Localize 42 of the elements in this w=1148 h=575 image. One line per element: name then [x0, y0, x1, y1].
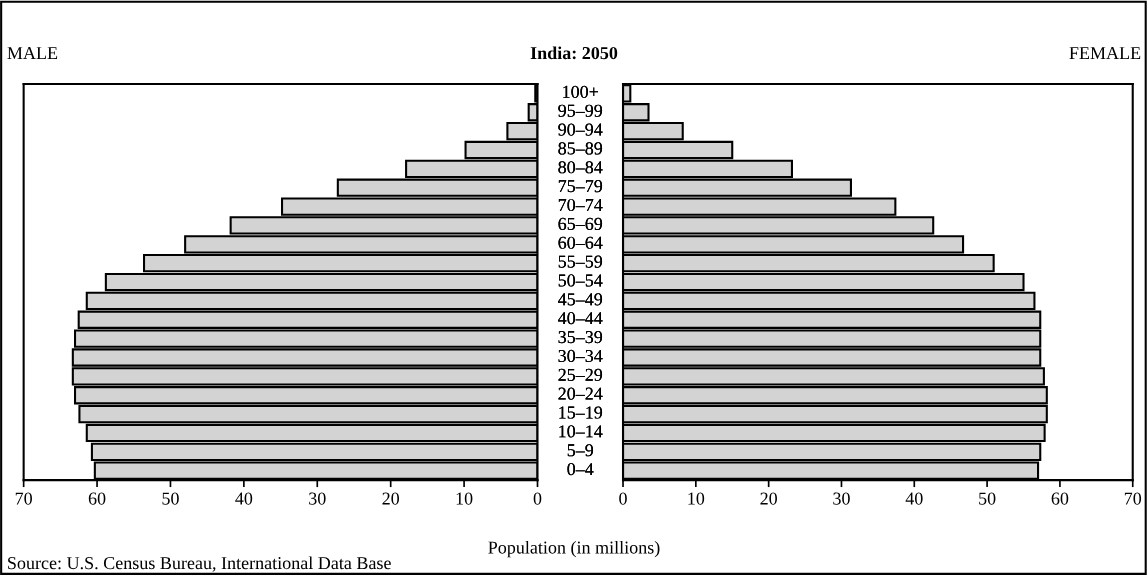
text: FEMALE	[1069, 47, 1141, 59]
y-tick-label: 10–14	[559, 425, 603, 438]
x-tick-label: 10	[456, 492, 473, 505]
x-axis-title: Population (in millions)	[488, 540, 660, 558]
x-tick-label: 60	[1051, 492, 1069, 505]
y-tick-label: 90–94	[558, 123, 603, 136]
y-tick-label: 0–4	[567, 463, 594, 476]
y-tick-label: 45–49	[558, 293, 603, 306]
y-tick-label: 100+	[563, 85, 599, 98]
y-tick-label: 50–54	[558, 274, 603, 287]
x-tick-label: 70	[15, 492, 32, 505]
x-tick-label: 60	[88, 492, 106, 505]
y-tick-label: 35–39	[558, 331, 603, 344]
x-tick-label: 50	[162, 492, 179, 505]
source-note: Source: U.S. Census Bureau, International Data Base	[8, 556, 391, 572]
y-tick-label: 75–79	[558, 180, 603, 193]
x-tick-label: 30	[833, 492, 850, 505]
y-tick-label: 95–99	[558, 104, 603, 117]
y-tick-label: 25–29	[558, 368, 603, 381]
x-tick-label: 50	[979, 492, 996, 505]
y-tick-label: 65–69	[558, 217, 603, 230]
y-tick-label: 20–24	[558, 387, 603, 400]
y-tick-label: 55–59	[558, 255, 603, 268]
y-tick-label: 70–74	[558, 198, 603, 212]
x-tick-label: 40	[235, 492, 253, 505]
x-tick-label: 70	[1124, 492, 1142, 505]
x-tick-label: 10	[688, 492, 705, 505]
y-tick-label: 60–64	[558, 236, 603, 249]
y-tick-label: 30–34	[558, 349, 603, 363]
y-tick-label: 15–19	[559, 406, 603, 419]
x-tick-label: 30	[309, 492, 326, 505]
y-tick-label: 40–44	[558, 312, 603, 325]
text: MALE	[7, 47, 58, 59]
text: India: 2050	[530, 46, 618, 60]
x-tick-label: 0	[619, 492, 627, 505]
y-tick-label: 85–89	[558, 142, 603, 155]
x-tick-label: 20	[382, 492, 400, 505]
x-tick-label: 0	[533, 492, 542, 505]
y-tick-label: 80–84	[558, 161, 603, 174]
y-tick-label: 5–9	[567, 444, 594, 457]
x-tick-label: 40	[905, 492, 923, 505]
x-tick-label: 20	[760, 492, 777, 505]
